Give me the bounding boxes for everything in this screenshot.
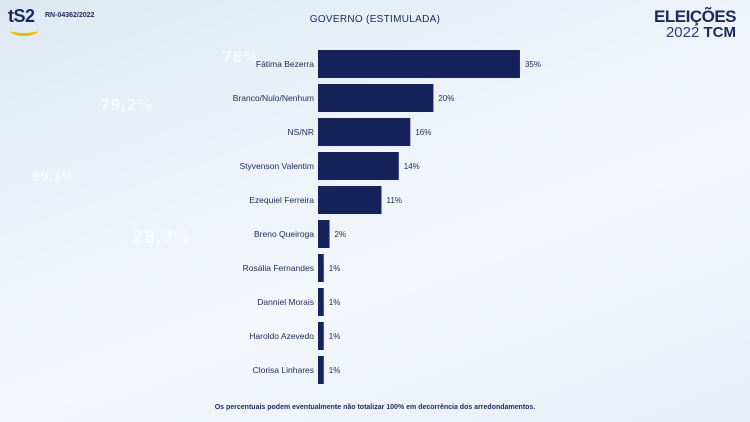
register-code: RN-04362/2022 — [45, 12, 95, 19]
value-label: 35% — [525, 60, 541, 69]
category-label: Branco/Nulo/Nenhum — [233, 93, 314, 103]
bar — [318, 288, 324, 316]
footnote: Os percentuais podem eventualmente não t… — [214, 404, 536, 411]
ts2-logo: tS2 — [8, 6, 38, 36]
bar — [318, 254, 324, 282]
bar — [318, 322, 324, 350]
value-label: 1% — [329, 298, 341, 307]
bar — [318, 356, 324, 384]
bg-number: 89,1% — [32, 170, 74, 184]
brand-year: 2022 — [665, 24, 700, 41]
value-label: 1% — [329, 366, 341, 375]
bar — [318, 152, 399, 180]
bar — [318, 186, 382, 214]
category-label: Rosália Fernandes — [243, 263, 314, 273]
brand-title: ELEIÇÕES — [654, 7, 736, 26]
category-label: Ezequiel Ferreira — [249, 195, 314, 205]
bg-number: 78% — [222, 48, 258, 66]
value-label: 11% — [386, 196, 401, 205]
chart-title: GOVERNO (ESTIMULADA) — [309, 14, 441, 25]
category-label: Danniel Morais — [257, 297, 314, 307]
value-label: 14% — [404, 162, 420, 171]
category-label: Breno Queiroga — [254, 229, 314, 239]
value-label: 1% — [329, 264, 341, 273]
value-label: 1% — [329, 332, 341, 341]
value-label: 16% — [415, 128, 431, 137]
bg-number: 79,2% — [100, 96, 153, 114]
bar — [318, 84, 434, 112]
logo-text: tS2 — [8, 6, 35, 26]
bg-number: 28,7% — [132, 228, 191, 248]
brand-subtitle: 2022 TCM — [654, 25, 736, 40]
brand-logo: ELEIÇÕES 2022 TCM — [654, 8, 736, 40]
bar — [318, 50, 520, 78]
category-label: Styvenson Valentim — [240, 161, 315, 171]
value-label: 20% — [438, 94, 454, 103]
category-label: Clorisa Linhares — [253, 365, 314, 375]
category-label: Haroldo Azevedo — [249, 331, 314, 341]
logo-arc-icon — [10, 25, 38, 36]
category-label: Fátima Bezerra — [256, 59, 314, 69]
category-label: NS/NR — [288, 127, 314, 137]
bar — [318, 220, 330, 248]
value-label: 2% — [335, 230, 347, 239]
bar — [318, 118, 411, 146]
brand-tcm: TCM — [703, 24, 737, 41]
